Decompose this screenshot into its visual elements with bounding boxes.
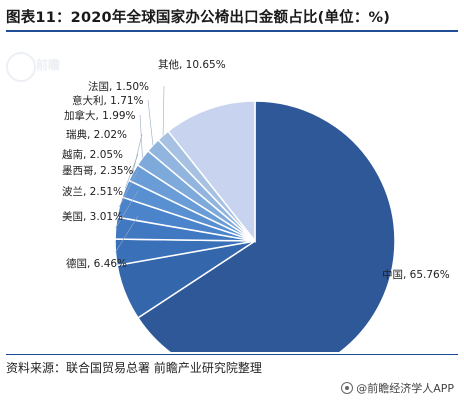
watermark-text: 前瞻 xyxy=(36,58,61,72)
data-label-1: 中国, 65.76% xyxy=(382,268,450,281)
leader-line-10 xyxy=(162,85,165,136)
leader-line-4 xyxy=(115,190,139,229)
data-label-6: 越南, 2.05% xyxy=(62,148,123,161)
data-label-4: 波兰, 2.51% xyxy=(62,185,123,198)
pie-chart: 中国, 65.76% 德国, 6.46% 美国, 3.01% 波兰, 2.51% 墨西哥… xyxy=(0,34,464,382)
leader-line-7 xyxy=(132,133,143,173)
leader-line-9 xyxy=(147,99,154,146)
data-label-11: 其他, 10.65% xyxy=(158,58,226,71)
data-label-8: 加拿大, 1.99% xyxy=(64,109,136,122)
leader-line-5 xyxy=(118,169,139,208)
data-label-3: 美国, 3.01% xyxy=(62,210,123,223)
data-label-5: 墨西哥, 2.35% xyxy=(62,165,134,177)
data-label-7: 瑞典, 2.02% xyxy=(66,128,127,141)
watermark-logo-icon xyxy=(6,52,36,82)
pie-chart-svg: 中国, 65.76% 德国, 6.46% 美国, 3.01% 波兰, 2.51% 墨西哥… xyxy=(62,58,450,382)
leader-lines xyxy=(115,85,165,253)
data-labels: 中国, 65.76% 德国, 6.46% 美国, 3.01% 波兰, 2.51% 墨西哥… xyxy=(62,58,450,281)
title-divider xyxy=(6,30,458,32)
brand-icon xyxy=(341,382,354,394)
data-label-2: 德国, 6.46% xyxy=(66,257,127,270)
leader-line-8 xyxy=(139,114,143,158)
leader-line-3 xyxy=(115,215,139,253)
source-note: 资料来源：联合国贸易总署 前瞻产业研究院整理 xyxy=(6,361,262,375)
data-label-10: 法国, 1.50% xyxy=(88,80,149,93)
brand-text: @前瞻经济学人APP xyxy=(356,382,454,395)
data-label-9: 意大利, 1.71% xyxy=(72,94,144,107)
brand-credit: @前瞻经济学人APP xyxy=(341,380,454,396)
pie-slices xyxy=(114,100,396,382)
chart-title: 图表11：2020年全球国家办公椅出口金额占比(单位：%) xyxy=(6,10,391,26)
bottom-divider xyxy=(6,354,458,355)
pie-slice-11 xyxy=(167,100,256,244)
